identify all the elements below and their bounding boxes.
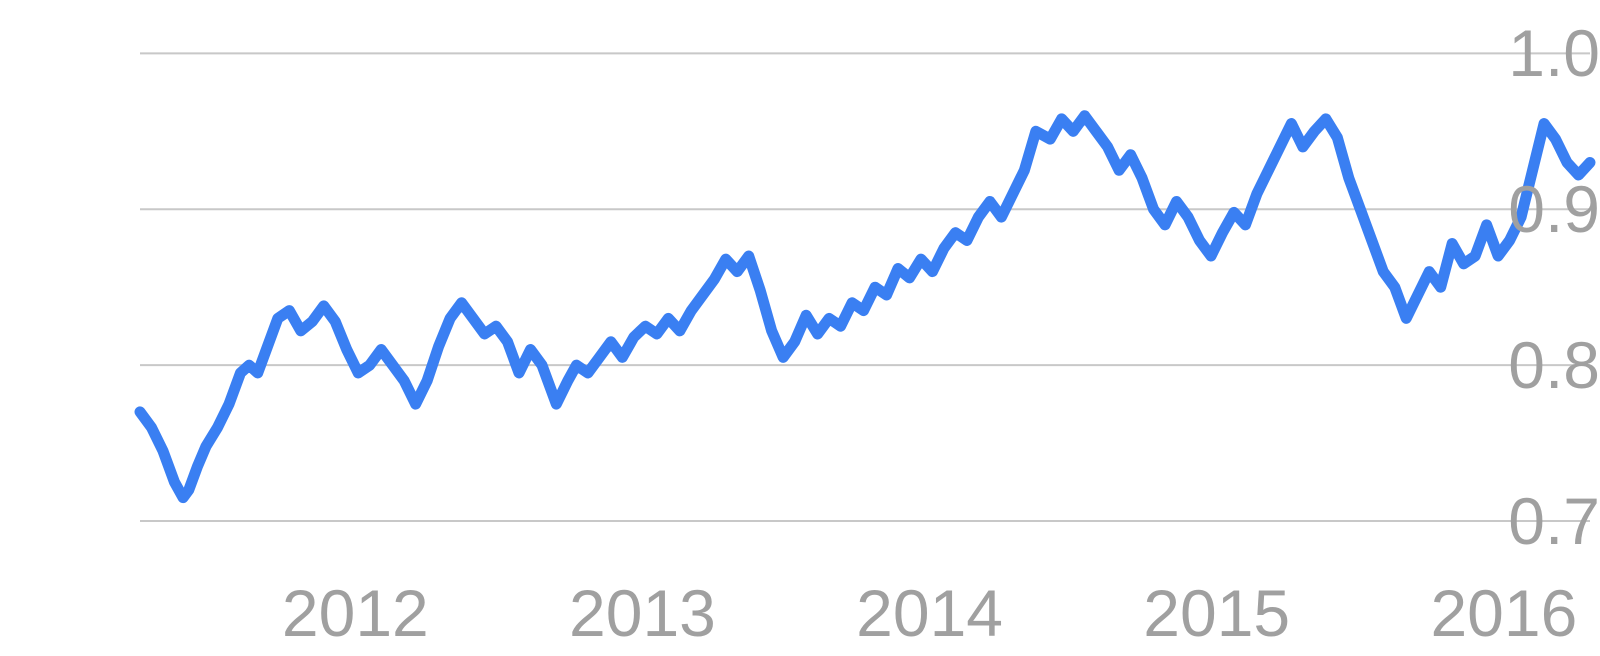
- series-line: [140, 116, 1590, 498]
- chart-svg: [0, 0, 1600, 656]
- line-chart: 0.70.80.91.0 20122013201420152016: [0, 0, 1600, 656]
